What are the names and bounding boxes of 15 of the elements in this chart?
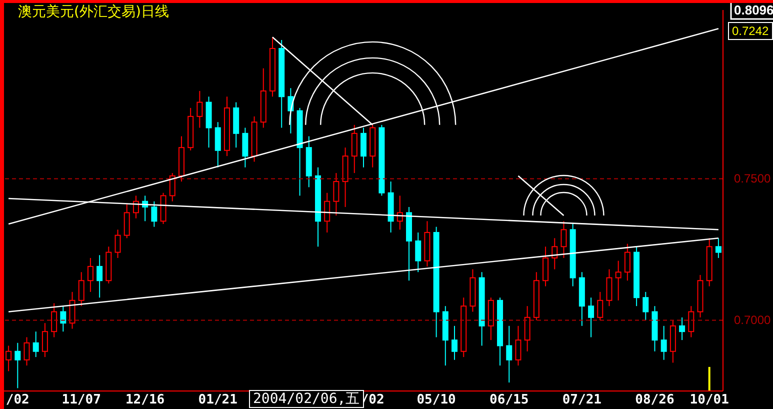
x-tick-label: 07/21 — [562, 392, 602, 408]
x-tick-label: 05/10 — [416, 392, 456, 408]
text: 0.7242 — [728, 22, 773, 40]
y-tick-label: 0.7500 — [734, 172, 772, 186]
chart-title: 澳元美元(外汇交易)日线 — [18, 3, 169, 21]
x-tick-label: 08/26 — [635, 392, 674, 408]
x-tick-label: 10/01 — [690, 392, 730, 408]
x-tick-label: /02 — [6, 392, 30, 408]
y-tick-label: 0.7000 — [734, 313, 772, 328]
x-tick-label: 06/15 — [490, 392, 529, 408]
y-tick-label: 0.8096 — [734, 2, 773, 18]
x-tick-label: 01/21 — [198, 392, 238, 408]
x-tick-label: 11/07 — [62, 392, 101, 408]
text: 2004/02/06,五 — [253, 391, 360, 407]
x-tick-label: 12/16 — [126, 392, 165, 408]
